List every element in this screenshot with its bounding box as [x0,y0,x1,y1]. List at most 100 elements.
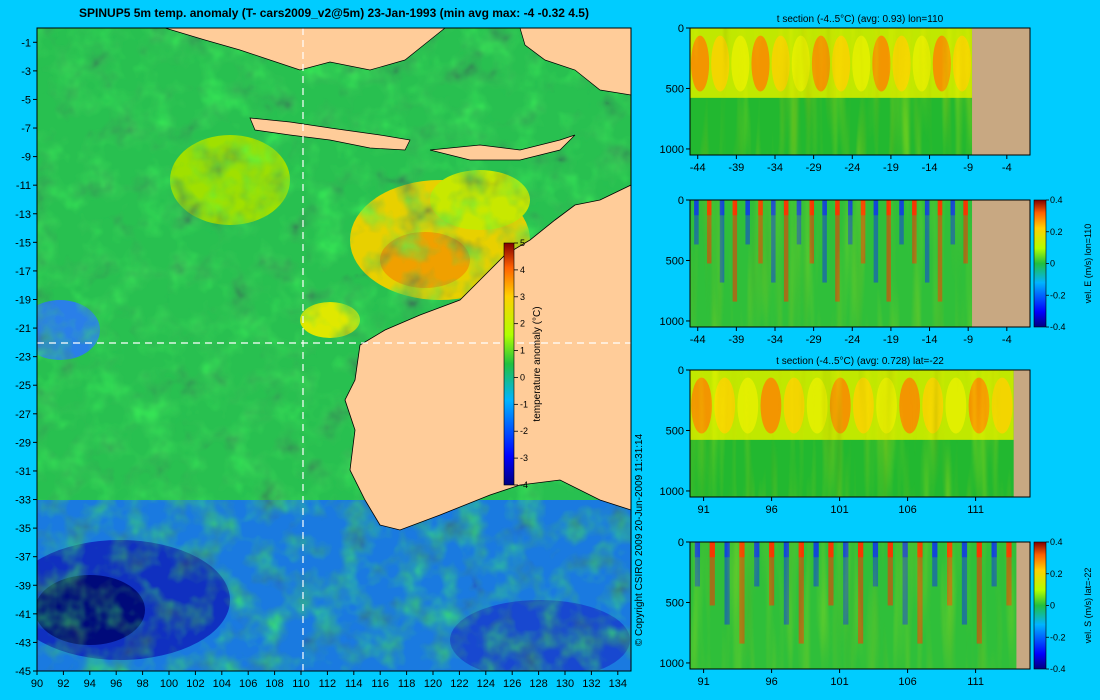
velS-section-lat-22-colorbar-tick-label: 0.4 [1050,537,1063,547]
map-colorbar-tick-label: -3 [520,453,528,463]
map-colorbar-tick-label: 4 [520,265,525,275]
t-section-lon110-frame [689,27,1031,156]
map-frame [36,27,632,672]
map-y-tick-label: -27 [15,409,31,421]
map-x-tick-label: 114 [345,678,363,690]
map-y-tick-label: -17 [15,266,31,278]
velE-section-lon110-panel: -44 -39 -34 -29 -24 -19 -14 -9 -4 0 500 1000 0.4 0.2 0… [660,195,1093,346]
map-x-tick-label: 124 [477,678,495,690]
t-section-lon110-x-tick-label: -29 [806,162,822,174]
t-section-lat-22-x-tick-label: 91 [697,504,709,516]
map-panel [37,28,631,671]
t-section-lon110-x-tick-label: -4 [1002,162,1012,174]
map-y-tick-label: -3 [21,66,31,78]
t-section-lon110-x-tick-label: -34 [767,162,783,174]
map-x-tick-label: 94 [84,678,96,690]
t-section-lon110-x-tick-label: -19 [883,162,899,174]
t-section-lon110-y-tick-label: 1000 [660,144,684,156]
velS-section-lat-22-colorbar-tick-label: -0.4 [1050,664,1066,674]
t-section-lon110-y-tick-label: 0 [678,23,684,35]
map-x-tick-label: 128 [529,678,547,690]
map-y-tick-label: -9 [21,152,31,164]
velE-section-lon110-y-tick-label: 1000 [660,316,684,328]
map-x-tick-label: 110 [292,678,310,690]
map-y-axis: -1 -3 -5 -7 -9 -11 -13 -15 -17 -19 -21 -23 -25 -27 -29… [15,37,37,678]
velS-section-lat-22-y-tick-label: 0 [678,537,684,549]
map-colorbar-ticks: 5 4 3 2 1 0 -1 -2 -3 -4 [514,238,528,490]
map-x-tick-label: 106 [239,678,257,690]
map-x-tick-label: 118 [398,678,416,690]
velE-section-lon110-y-tick-label: 500 [666,255,684,267]
t-section-lat-22-title: t section (-4..5°C) (avg: 0.728) lat=-22 [776,356,944,367]
t-section-lat-22-y-tick-label: 500 [666,425,684,437]
t-section-lon110-x-tick-label: -44 [690,162,706,174]
velE-section-lon110-colorbar-tick-label: 0 [1050,259,1055,269]
velE-section-lon110-land [972,200,1030,327]
t-section-lat-22-texture [690,370,1030,497]
velS-section-lat-22-colorbar-tick-label: 0.2 [1050,569,1063,579]
t-section-lon110-panel: t section (-4..5°C) (avg: 0.93) lon=110 -… [660,14,1031,174]
map-y-tick-label: -39 [15,580,31,592]
velE-section-lon110-x-tick-label: -44 [690,334,706,346]
figure-title: SPINUP5 5m temp. anomaly (T- cars2009_v2… [79,6,589,20]
t-section-lat-22-x-tick-label: 96 [765,504,777,516]
t-section-lon110-field [690,28,1030,155]
velS-section-lat-22-texture [690,542,1030,669]
map-y-tick-label: -33 [15,495,31,507]
map-x-tick-label: 92 [57,678,69,690]
map-x-tick-label: 96 [110,678,122,690]
velS-section-lat-22-x-tick-label: 111 [967,676,984,688]
map-y-tick-label: -23 [15,352,31,364]
velS-section-lat-22-x-tick-label: 106 [898,676,916,688]
velE-section-lon110-x-tick-label: -14 [922,334,938,346]
map-x-tick-label: 120 [424,678,442,690]
map-y-tick-label: -5 [21,94,31,106]
map-colorbar: 5 4 3 2 1 0 -1 -2 -3 -4 temperature anomaly (°C) [503,238,543,490]
velS-section-lat-22-frame [689,541,1031,670]
map-y-tick-label: -7 [21,123,31,135]
velS-section-lat-22-y-tick-label: 500 [666,597,684,609]
t-section-lat-22-field [690,370,1030,497]
velE-section-lon110-x-tick-label: -34 [767,334,783,346]
t-section-lat-22-x-tick-label: 106 [898,504,916,516]
map-y-tick-label: -37 [15,552,31,564]
map-colorbar-tick-label: 1 [520,346,525,356]
map-y-tick-label: -43 [15,637,31,649]
velS-section-lat-22-panel: 91 96 101 106 111 0 500 1000 0.4 0.2 0 -0.2 -0.4 vel.… [660,537,1093,688]
land-australia [344,184,631,531]
t-section-lon110-land [972,28,1030,155]
velS-section-lat-22-colorbar [1033,541,1047,670]
map-y-tick-label: -19 [15,294,31,306]
velE-section-lon110-colorbar-tick-label: -0.2 [1050,290,1066,300]
velE-section-lon110-colorbar-tick-label: 0.2 [1050,227,1063,237]
velE-section-lon110-x-tick-label: -29 [806,334,822,346]
velS-section-lat-22-x-tick-label: 91 [697,676,709,688]
velE-section-lon110-colorbar-label: vel. E (m/s) lon=110 [1083,224,1093,304]
map-colorbar-tick-label: 2 [520,319,525,329]
map-x-tick-label: 90 [31,678,43,690]
t-section-lat-22-x-tick-label: 101 [830,504,848,516]
map-x-axis: 90 92 94 96 98 100 102 104 106 108 110 112 114 116 118… [31,671,627,690]
velS-section-lat-22-colorbar-tick-label: -0.2 [1050,632,1066,642]
t-section-lon110-x-tick-label: -39 [728,162,744,174]
t-section-lat-22-land [1013,370,1030,497]
map-x-tick-label: 112 [319,678,337,690]
t-section-lon110-x-tick-label: -14 [922,162,938,174]
velS-section-lat-22-y-tick-label: 1000 [660,658,684,670]
map-y-tick-label: -45 [15,666,31,678]
velE-section-lon110-x-tick-label: -19 [883,334,899,346]
t-section-lon110-y-tick-label: 500 [666,83,684,95]
map-y-tick-label: -25 [15,380,31,392]
map-x-tick-label: 126 [503,678,521,690]
map-colorbar-tick-label: 0 [520,372,525,382]
map-x-tick-label: 104 [213,678,231,690]
map-x-tick-label: 100 [160,678,178,690]
map-y-tick-label: -29 [15,437,31,449]
t-section-lon110-x-tick-label: -9 [963,162,973,174]
map-x-tick-label: 134 [609,678,627,690]
map-y-tick-label: -35 [15,523,31,535]
map-y-tick-label: -21 [15,323,31,335]
velS-section-lat-22-x-tick-label: 101 [830,676,848,688]
t-section-lat-22-panel: t section (-4..5°C) (avg: 0.728) lat=-22… [660,356,1031,516]
